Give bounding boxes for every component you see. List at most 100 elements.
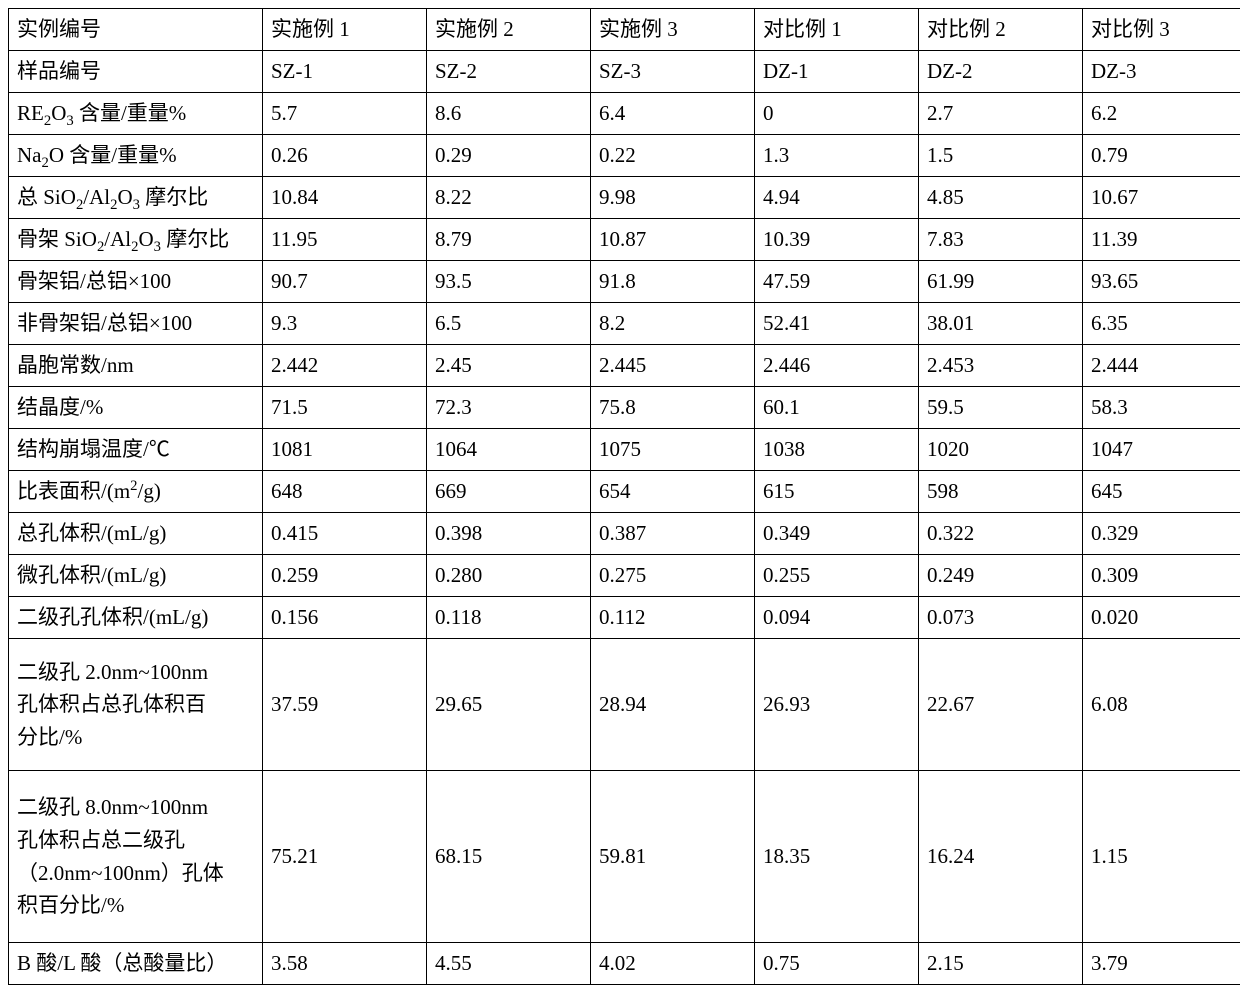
row-label-cell: 比表面积/(m2/g) bbox=[9, 471, 263, 513]
data-cell: 648 bbox=[263, 471, 427, 513]
data-cell: 4.02 bbox=[591, 943, 755, 985]
table-row: B 酸/L 酸（总酸量比）3.584.554.020.752.153.79 bbox=[9, 943, 1240, 985]
row-label-cell: 非骨架铝/总铝×100 bbox=[9, 303, 263, 345]
data-cell: 59.5 bbox=[919, 387, 1083, 429]
data-cell: 4.85 bbox=[919, 177, 1083, 219]
data-cell: 0.118 bbox=[427, 597, 591, 639]
table-row: 结构崩塌温度/℃108110641075103810201047 bbox=[9, 429, 1240, 471]
data-cell: 18.35 bbox=[755, 771, 919, 943]
data-cell: 8.22 bbox=[427, 177, 591, 219]
table-row: Na2O 含量/重量%0.260.290.221.31.50.79 bbox=[9, 135, 1240, 177]
data-cell: 68.15 bbox=[427, 771, 591, 943]
data-cell: 38.01 bbox=[919, 303, 1083, 345]
data-cell: 93.5 bbox=[427, 261, 591, 303]
data-cell: SZ-1 bbox=[263, 51, 427, 93]
data-cell: 8.79 bbox=[427, 219, 591, 261]
table-row: 微孔体积/(mL/g)0.2590.2800.2750.2550.2490.30… bbox=[9, 555, 1240, 597]
data-cell: SZ-2 bbox=[427, 51, 591, 93]
data-cell: 2.45 bbox=[427, 345, 591, 387]
table-row: 比表面积/(m2/g)648669654615598645 bbox=[9, 471, 1240, 513]
data-cell: 4.94 bbox=[755, 177, 919, 219]
table-row: 骨架铝/总铝×10090.793.591.847.5961.9993.65 bbox=[9, 261, 1240, 303]
data-cell: 0.79 bbox=[1083, 135, 1240, 177]
data-cell: 10.84 bbox=[263, 177, 427, 219]
data-cell: 7.83 bbox=[919, 219, 1083, 261]
data-cell: 0.22 bbox=[591, 135, 755, 177]
data-cell: 71.5 bbox=[263, 387, 427, 429]
row-label-cell: 总 SiO2/Al2O3 摩尔比 bbox=[9, 177, 263, 219]
data-cell: 91.8 bbox=[591, 261, 755, 303]
header-cell: 实施例 2 bbox=[427, 9, 591, 51]
table-row: 二级孔 2.0nm~100nm孔体积占总孔体积百分比/%37.5929.6528… bbox=[9, 639, 1240, 771]
data-cell: 0.29 bbox=[427, 135, 591, 177]
data-cell: 0.112 bbox=[591, 597, 755, 639]
data-cell: 598 bbox=[919, 471, 1083, 513]
row-label-cell: 微孔体积/(mL/g) bbox=[9, 555, 263, 597]
data-cell: 10.87 bbox=[591, 219, 755, 261]
data-cell: 1038 bbox=[755, 429, 919, 471]
data-cell: 72.3 bbox=[427, 387, 591, 429]
data-cell: 90.7 bbox=[263, 261, 427, 303]
row-label-cell: Na2O 含量/重量% bbox=[9, 135, 263, 177]
row-label-cell: 样品编号 bbox=[9, 51, 263, 93]
data-cell: 2.445 bbox=[591, 345, 755, 387]
data-cell: 6.08 bbox=[1083, 639, 1240, 771]
data-cell: 0.398 bbox=[427, 513, 591, 555]
data-cell: 0.156 bbox=[263, 597, 427, 639]
data-cell: 58.3 bbox=[1083, 387, 1240, 429]
data-cell: 52.41 bbox=[755, 303, 919, 345]
data-cell: 10.39 bbox=[755, 219, 919, 261]
table-row: 晶胞常数/nm2.4422.452.4452.4462.4532.444 bbox=[9, 345, 1240, 387]
data-cell: 2.444 bbox=[1083, 345, 1240, 387]
data-cell: 6.2 bbox=[1083, 93, 1240, 135]
table-row: 总孔体积/(mL/g)0.4150.3980.3870.3490.3220.32… bbox=[9, 513, 1240, 555]
data-cell: 0.387 bbox=[591, 513, 755, 555]
header-cell: 对比例 3 bbox=[1083, 9, 1240, 51]
data-cell: 1.5 bbox=[919, 135, 1083, 177]
data-cell: 2.15 bbox=[919, 943, 1083, 985]
data-cell: 4.55 bbox=[427, 943, 591, 985]
header-cell: 对比例 1 bbox=[755, 9, 919, 51]
data-cell: DZ-1 bbox=[755, 51, 919, 93]
row-label-cell: 晶胞常数/nm bbox=[9, 345, 263, 387]
data-cell: 9.98 bbox=[591, 177, 755, 219]
row-label-cell: 骨架铝/总铝×100 bbox=[9, 261, 263, 303]
data-cell: 11.39 bbox=[1083, 219, 1240, 261]
data-cell: 0.275 bbox=[591, 555, 755, 597]
data-cell: 59.81 bbox=[591, 771, 755, 943]
data-cell: 93.65 bbox=[1083, 261, 1240, 303]
row-label-cell: 结构崩塌温度/℃ bbox=[9, 429, 263, 471]
data-cell: 645 bbox=[1083, 471, 1240, 513]
data-cell: 1064 bbox=[427, 429, 591, 471]
row-label-cell: B 酸/L 酸（总酸量比） bbox=[9, 943, 263, 985]
data-cell: 1020 bbox=[919, 429, 1083, 471]
data-cell: 75.8 bbox=[591, 387, 755, 429]
header-cell: 实施例 1 bbox=[263, 9, 427, 51]
data-cell: 8.6 bbox=[427, 93, 591, 135]
data-cell: 9.3 bbox=[263, 303, 427, 345]
data-cell: 0.280 bbox=[427, 555, 591, 597]
data-cell: 0.322 bbox=[919, 513, 1083, 555]
data-cell: 1075 bbox=[591, 429, 755, 471]
header-cell: 对比例 2 bbox=[919, 9, 1083, 51]
data-cell: 1081 bbox=[263, 429, 427, 471]
table-body: 实例编号实施例 1实施例 2实施例 3对比例 1对比例 2对比例 3样品编号SZ… bbox=[9, 9, 1240, 985]
data-cell: SZ-3 bbox=[591, 51, 755, 93]
data-cell: 26.93 bbox=[755, 639, 919, 771]
data-cell: 47.59 bbox=[755, 261, 919, 303]
data-cell: 6.4 bbox=[591, 93, 755, 135]
data-cell: 6.35 bbox=[1083, 303, 1240, 345]
data-cell: 61.99 bbox=[919, 261, 1083, 303]
data-cell: 6.5 bbox=[427, 303, 591, 345]
data-cell: 2.442 bbox=[263, 345, 427, 387]
data-cell: 0.094 bbox=[755, 597, 919, 639]
table-row: 骨架 SiO2/Al2O3 摩尔比11.958.7910.8710.397.83… bbox=[9, 219, 1240, 261]
data-cell: 16.24 bbox=[919, 771, 1083, 943]
row-label-cell: RE2O3 含量/重量% bbox=[9, 93, 263, 135]
data-cell: 1.15 bbox=[1083, 771, 1240, 943]
data-cell: 11.95 bbox=[263, 219, 427, 261]
data-cell: 0.309 bbox=[1083, 555, 1240, 597]
data-cell: 3.79 bbox=[1083, 943, 1240, 985]
data-cell: 0.249 bbox=[919, 555, 1083, 597]
table-header-row: 实例编号实施例 1实施例 2实施例 3对比例 1对比例 2对比例 3 bbox=[9, 9, 1240, 51]
